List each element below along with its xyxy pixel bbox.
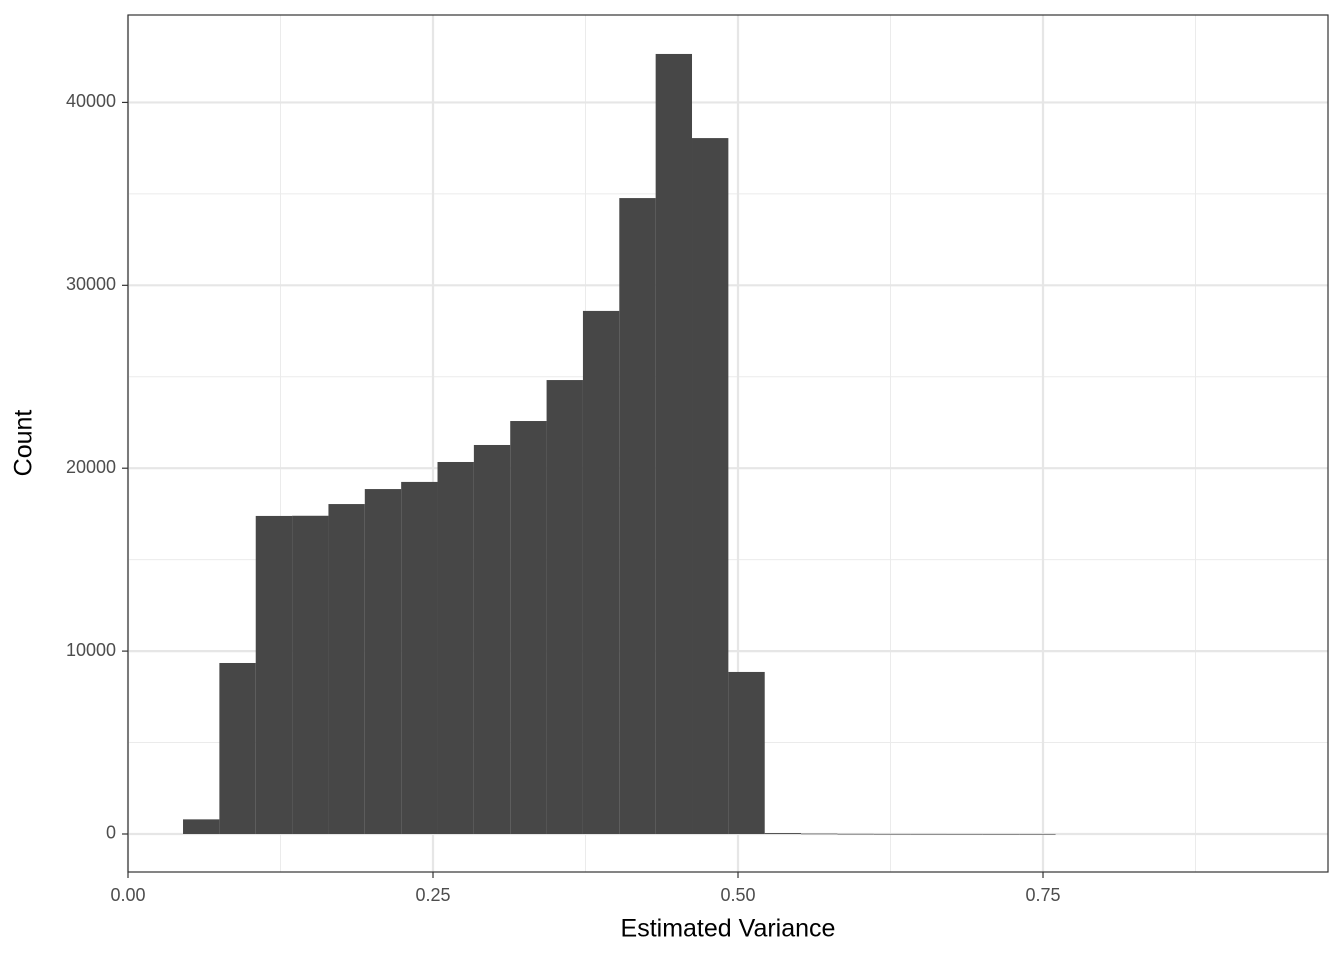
bar	[510, 421, 547, 834]
bar	[801, 833, 838, 835]
bar	[401, 481, 438, 834]
bar	[328, 504, 365, 834]
bar	[183, 819, 220, 834]
bar	[437, 461, 474, 834]
bar	[219, 662, 256, 834]
y-tick-label: 40000	[66, 91, 116, 111]
x-tick-label: 0.00	[110, 885, 145, 905]
bar	[873, 833, 911, 835]
bar	[764, 833, 802, 834]
x-axis-title: Estimated Variance	[621, 915, 836, 943]
ticks: 0.00 0.25 0.50 0.75 0 10000 20000 30000 40000	[66, 91, 1061, 905]
bar	[692, 138, 729, 834]
bar	[619, 198, 656, 834]
x-tick-label: 0.50	[720, 885, 755, 905]
y-tick-label: 0	[106, 823, 116, 843]
y-axis-title: Count	[10, 410, 38, 477]
bar	[473, 444, 511, 834]
bar	[292, 515, 329, 834]
bar	[837, 833, 874, 835]
y-tick-label: 20000	[66, 457, 116, 477]
x-tick-label: 0.75	[1025, 885, 1060, 905]
bar	[655, 53, 693, 834]
bars	[183, 53, 1056, 835]
bar	[946, 833, 983, 835]
bar	[255, 515, 293, 834]
bar	[364, 489, 402, 834]
y-tick-label: 10000	[66, 640, 116, 660]
bar	[582, 310, 620, 834]
bar	[982, 833, 1020, 835]
x-tick-label: 0.25	[415, 885, 450, 905]
bar	[728, 671, 765, 834]
bar	[1019, 833, 1056, 835]
bar	[546, 380, 583, 834]
y-tick-label: 30000	[66, 274, 116, 294]
panel-border	[127, 14, 1329, 873]
bar	[910, 833, 947, 835]
